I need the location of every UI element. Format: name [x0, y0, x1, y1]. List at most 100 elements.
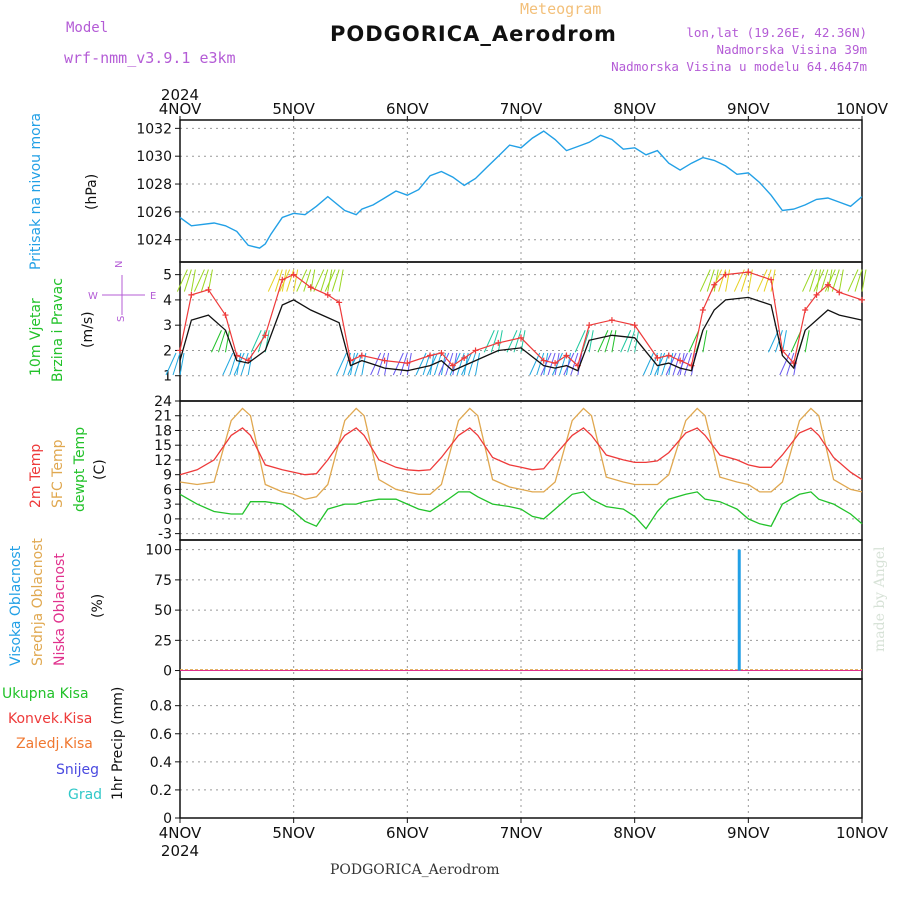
wind-arrow	[604, 330, 613, 353]
wind-arrow	[165, 352, 177, 376]
wind-gust-marker	[427, 352, 434, 359]
temp-2m-line	[179, 427, 863, 481]
wind-arrow	[699, 269, 711, 292]
wind-arrow	[286, 269, 295, 292]
wind-gust-marker	[824, 281, 831, 288]
wind-arrow	[756, 269, 768, 292]
ytick-label: 50	[154, 603, 172, 619]
t2m-ylabel: 2m Temp	[28, 443, 44, 508]
ytick-label: 6	[163, 482, 172, 498]
wind-arrow	[320, 269, 329, 292]
xtick-label-top: 5NOV	[272, 100, 315, 118]
wind-arrow	[274, 269, 283, 292]
wind-arrow	[642, 352, 654, 376]
precip-unit: 1hr Precip (mm)	[110, 686, 126, 800]
wind-gust-marker	[722, 271, 729, 278]
wind-gust-marker	[358, 352, 365, 359]
ytick-label: 2	[163, 343, 172, 359]
wind-arrow	[854, 269, 863, 292]
wind-arrow	[211, 330, 222, 353]
ytick-label: 1024	[136, 233, 172, 249]
year-label-bottom: 2024	[161, 842, 199, 860]
compass-s: S	[116, 316, 127, 322]
wind-arrow	[536, 352, 545, 376]
ytick-label: -3	[158, 527, 172, 543]
cloud-high-ylabel: Visoka Oblacnost	[8, 545, 24, 666]
wind-gust-marker	[404, 360, 411, 367]
wind-arrow	[456, 352, 465, 376]
xtick-label-bottom: 5NOV	[272, 824, 315, 842]
wind-speed-line	[179, 296, 863, 372]
wind-arrow	[392, 352, 404, 376]
wind-arrow	[820, 269, 829, 292]
wind-arrow	[702, 330, 708, 353]
wind-gust-marker	[563, 352, 570, 359]
wind-arrow	[267, 269, 279, 292]
wind-gust-marker	[665, 352, 672, 359]
wind-gust-marker	[859, 296, 865, 303]
wind-arrow	[706, 269, 715, 292]
wind-arrow	[581, 330, 590, 353]
wind-gust-marker	[540, 357, 547, 364]
legend-frz-rain: Zaledj.Kisa	[16, 736, 93, 752]
ytick-label: 1028	[136, 177, 172, 193]
compass-w: W	[88, 291, 98, 302]
wind-arrow	[475, 352, 481, 376]
wind-gust-marker	[654, 355, 661, 362]
ytick-label: 100	[145, 543, 172, 559]
wind-arrow	[303, 269, 312, 292]
xtick-label-top: 9NOV	[727, 100, 770, 118]
wind-gust-marker	[279, 276, 286, 283]
ytick-label: 0	[163, 512, 172, 528]
cloud-unit: (%)	[90, 593, 106, 618]
wind-gust-marker	[836, 289, 843, 296]
ytick-label: 0.4	[150, 755, 172, 771]
wind-arrow	[570, 352, 579, 376]
lonlat-label: lon,lat (19.26E, 42.36N)	[686, 25, 867, 40]
ytick-label: 21	[154, 409, 172, 425]
panel-frame	[179, 678, 863, 819]
wind-gust-marker	[813, 291, 820, 298]
ytick-label: 1	[163, 369, 172, 385]
xtick-label-bottom: 10NOV	[836, 824, 889, 842]
wind-arrow	[399, 352, 408, 376]
sfc-ylabel: SFC Temp	[50, 439, 66, 508]
xtick-label-top: 10NOV	[836, 100, 889, 118]
wind-gust-marker	[495, 339, 502, 346]
ytick-label: 1032	[136, 121, 172, 137]
pressure-unit: (hPa)	[84, 173, 100, 210]
wind-arrow	[574, 330, 586, 353]
wind-unit: (m/s)	[80, 311, 96, 348]
wind-gust-marker	[324, 291, 331, 298]
wind-gust-line	[179, 271, 863, 367]
wind-arrow	[384, 352, 390, 376]
wind-arrow	[222, 352, 234, 376]
wind-arrow	[529, 352, 541, 376]
xtick-label-top: 4NOV	[159, 100, 202, 118]
wind-arrow	[179, 352, 185, 376]
xtick-label-top: 8NOV	[613, 100, 656, 118]
wind-arrow	[193, 269, 205, 292]
wind-arrow	[224, 330, 230, 353]
wind-arrow	[627, 330, 636, 353]
ytick-label: 0.8	[150, 699, 172, 715]
wind-arrow	[190, 269, 196, 292]
compass-e: E	[150, 291, 156, 302]
wind-gust-marker	[472, 347, 479, 354]
wind-arrow	[552, 352, 563, 376]
wind-gust-marker	[336, 299, 343, 306]
ytick-label: 1030	[136, 149, 172, 165]
legend-snow: Snijeg	[56, 762, 100, 778]
ytick-label: 0	[163, 664, 172, 680]
xtick-label-top: 6NOV	[386, 100, 429, 118]
wind-arrow	[634, 330, 640, 353]
ytick-label: 0.6	[150, 727, 172, 743]
cloud-high-bar	[737, 549, 741, 671]
wind-arrow	[770, 269, 776, 292]
wind-gust-marker	[802, 307, 809, 314]
credit-label: made by Angel	[872, 546, 888, 653]
wind-gust-marker	[262, 332, 269, 339]
wind-arrow	[804, 330, 810, 353]
wind-arrow	[767, 330, 779, 353]
